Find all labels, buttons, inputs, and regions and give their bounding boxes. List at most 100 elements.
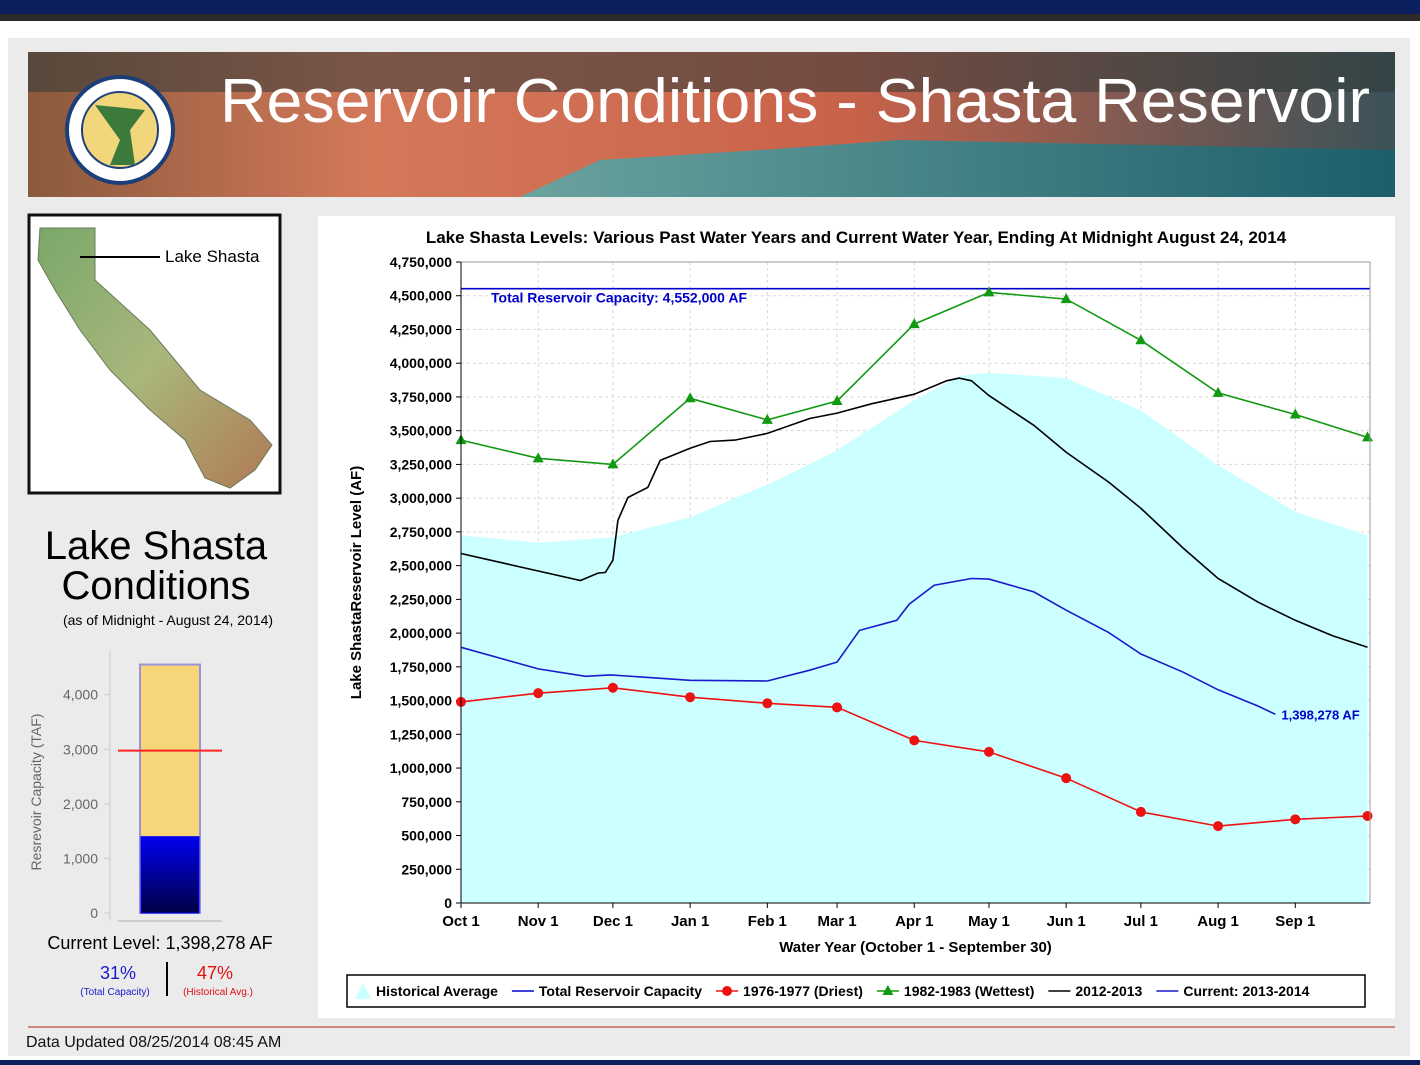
top-bar-shadow (0, 14, 1420, 21)
y-tick-label: 3,250,000 (390, 456, 452, 472)
y-tick-label: 750,000 (401, 794, 452, 810)
series-line (460, 577, 1276, 716)
y-tick-label: 0 (90, 905, 98, 921)
percent-capacity: 31% (100, 963, 136, 983)
y-tick-label: 2,000 (63, 796, 98, 812)
legend-label: Total Reservoir Capacity (539, 983, 702, 999)
y-tick-label: 2,000,000 (390, 625, 452, 641)
y-tick-label: 2,500,000 (390, 558, 452, 574)
x-axis-label: Water Year (October 1 - September 30) (779, 939, 1052, 956)
y-tick-label: 2,250,000 (390, 591, 452, 607)
marker (1290, 814, 1301, 825)
marker (684, 392, 696, 403)
y-tick-label: 3,500,000 (390, 423, 452, 439)
marker (1362, 810, 1373, 821)
marker (909, 735, 920, 746)
banner: Reservoir Conditions - Shasta Reservoir (28, 52, 1395, 197)
y-tick-label: 1,500,000 (390, 693, 452, 709)
percent-average-note: (Historical Avg.) (183, 987, 253, 998)
y-tick-label: 4,750,000 (390, 254, 452, 270)
current-bar (140, 836, 200, 914)
y-tick-label: 4,250,000 (390, 321, 452, 337)
y-tick-label: 3,000,000 (390, 490, 452, 506)
y-tick-label: 4,000 (63, 687, 98, 703)
marker (532, 452, 544, 463)
sidebar: Lake Shasta Lake Shasta Conditions (as o… (27, 213, 282, 998)
x-tick-label: Jul 1 (1124, 913, 1158, 930)
marker (1061, 773, 1072, 784)
x-tick-label: Apr 1 (895, 913, 933, 930)
marker (1289, 408, 1301, 419)
marker (685, 692, 696, 703)
x-tick-label: Sep 1 (1275, 913, 1315, 930)
top-bar (0, 0, 1420, 14)
x-tick-label: Mar 1 (817, 913, 856, 930)
y-tick-label: 1,250,000 (390, 726, 452, 742)
y-tick-label: 3,750,000 (390, 389, 452, 405)
percent-capacity-note: (Total Capacity) (80, 987, 149, 998)
y-tick-label: 1,000,000 (390, 760, 452, 776)
marker (983, 746, 994, 757)
marker (908, 318, 920, 329)
bottom-bar (0, 1060, 1420, 1065)
x-tick-label: Dec 1 (593, 913, 633, 930)
marker (607, 682, 618, 693)
marker (762, 698, 773, 709)
y-tick-label: 4,000,000 (390, 355, 452, 371)
y-tick-label: 0 (444, 895, 452, 911)
page-title: Reservoir Conditions - Shasta Reservoir (220, 67, 1370, 136)
as-of-date: (as of Midnight - August 24, 2014) (63, 612, 273, 628)
marker (831, 394, 843, 405)
seal-emblem (95, 105, 145, 165)
y-tick-label: 1,000 (63, 850, 98, 866)
marker (533, 688, 544, 699)
area (461, 372, 1368, 903)
x-tick-label: Jun 1 (1047, 913, 1086, 930)
legend-label: 1976-1977 (Driest) (743, 983, 863, 999)
x-tick-label: May 1 (968, 913, 1010, 930)
x-tick-label: Aug 1 (1197, 913, 1239, 930)
chart-title: Lake Shasta Levels: Various Past Water Y… (426, 228, 1287, 247)
marker (607, 458, 619, 469)
marker (761, 413, 773, 424)
y-tick-label: 500,000 (401, 828, 452, 844)
legend-marker (722, 986, 733, 996)
map-label: Lake Shasta (165, 247, 260, 266)
marker (983, 286, 995, 297)
legend-swatch (355, 983, 371, 999)
legend-marker (882, 985, 894, 995)
legend-label: Historical Average (376, 983, 498, 999)
legend-frame (346, 974, 1366, 1008)
conditions-heading: Lake Shasta (45, 524, 268, 568)
x-tick-label: Oct 1 (442, 913, 480, 930)
annotation: 1,398,278 AF (1281, 707, 1359, 722)
marker (1135, 806, 1146, 817)
marker (1135, 334, 1147, 345)
map-shape (37, 227, 273, 489)
y-tick-label: 1,750,000 (390, 659, 452, 675)
marker (1060, 293, 1072, 304)
banner-sky (28, 52, 1395, 92)
marker (1213, 821, 1224, 832)
y-axis-label: Lake ShastaReservoir Level (AF) (348, 466, 365, 699)
y-tick-label: 4,500,000 (390, 288, 452, 304)
current-level: Current Level: 1,398,278 AF (47, 933, 272, 953)
y-tick-label: 3,000 (63, 741, 98, 757)
x-tick-label: Feb 1 (748, 913, 787, 930)
x-tick-label: Nov 1 (518, 913, 559, 930)
legend-label: 1982-1983 (Wettest) (904, 983, 1034, 999)
legend-label: Current: 2013-2014 (1183, 983, 1309, 999)
y-axis-label: Resrevoir Capacity (TAF) (28, 714, 44, 871)
banner-water (520, 140, 1395, 197)
conditions-heading: Conditions (61, 564, 250, 608)
annotation: Total Reservoir Capacity: 4,552,000 AF (491, 290, 747, 306)
y-tick-label: 250,000 (401, 861, 452, 877)
legend-label: 2012-2013 (1075, 983, 1142, 999)
x-tick-label: Jan 1 (671, 913, 709, 930)
percent-average: 47% (197, 963, 233, 983)
marker (1212, 386, 1224, 397)
y-tick-label: 2,750,000 (390, 524, 452, 540)
series-line (460, 377, 1368, 649)
update-note: Data Updated 08/25/2014 08:45 AM (26, 1034, 281, 1051)
